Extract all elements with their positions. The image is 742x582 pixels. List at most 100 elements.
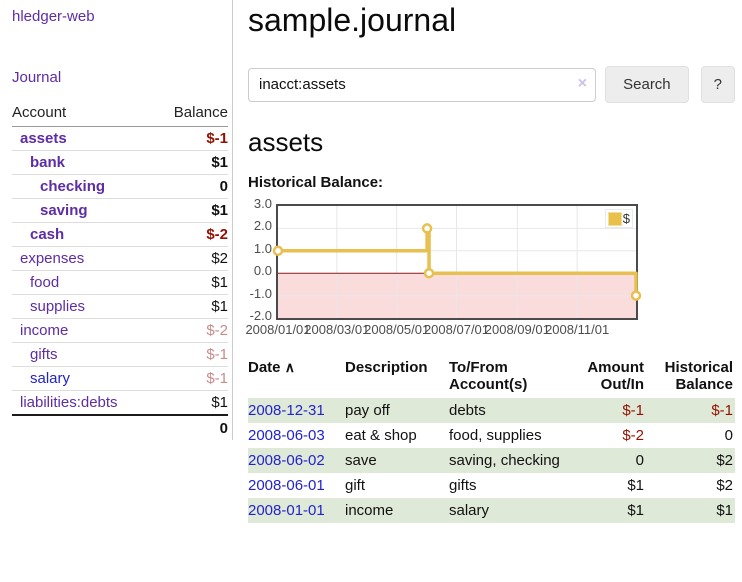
account-balance: $1 [211,154,228,171]
account-link[interactable]: food [30,274,60,291]
main-content: sample.journal × Search ? assets Histori… [245,0,735,523]
clear-search-icon[interactable]: × [577,74,588,92]
account-balance: $1 [211,274,228,291]
account-link[interactable]: gifts [30,346,58,363]
accounts-total-row: 0 [12,415,228,441]
transaction-description: eat & shop [345,427,417,444]
account-name-cell: checking [12,175,155,199]
register-header-date: Date ∧ [248,357,345,398]
account-link[interactable]: income [20,322,69,339]
account-balance: $-1 [206,130,228,147]
account-balance: $-2 [206,226,228,243]
account-balance: $-1 [206,370,228,387]
accounts-total-value: 0 [219,420,228,437]
transaction-description: gift [345,477,366,494]
register-table: Date ∧ Description To/From Account(s) Am… [248,357,735,523]
transaction-balance: 0 [724,427,733,444]
account-link[interactable]: checking [40,178,106,195]
search-input[interactable] [248,67,597,102]
account-row: liabilities:debts $1 [12,390,228,416]
account-link[interactable]: liabilities:debts [20,394,118,411]
transaction-description: pay off [345,402,390,419]
account-name-cell: bank [12,151,155,175]
account-link[interactable]: bank [30,154,66,171]
account-link[interactable]: assets [20,130,67,147]
y-axis-tick-label: 3.0 [253,196,272,211]
account-row: supplies $1 [12,294,228,319]
search-help-button[interactable]: ? [700,66,735,103]
account-heading: assets [248,127,324,157]
y-axis-tick-label: -2.0 [249,308,272,323]
sidebar-item-journal[interactable]: Journal [12,69,62,86]
account-row: bank $1 [12,150,228,175]
transaction-amount: $-2 [622,427,644,444]
transaction-amount: 0 [635,452,644,469]
account-balance: $2 [211,250,228,267]
account-name-cell: saving [12,199,155,223]
account-name-cell: supplies [12,295,155,319]
x-axis-tick-label: 2008/07/01 [423,322,490,337]
x-axis-tick-label: 2008/05/01 [364,322,430,337]
register-header-amount: Amount Out/In [587,359,644,393]
transaction-date-link[interactable]: 2008-06-02 [248,452,325,469]
search-button[interactable]: Search [605,66,689,103]
transaction-amount: $1 [627,477,644,494]
transaction-balance: $-1 [711,402,733,419]
transaction-date-link[interactable]: 2008-06-03 [248,427,325,444]
account-name-cell: expenses [12,247,155,271]
y-axis-tick-label: 1.0 [253,240,272,256]
transaction-accounts: salary [449,502,490,519]
chart-series [272,206,642,318]
account-row: income $-2 [12,318,228,343]
account-link[interactable]: expenses [20,250,85,267]
transaction-date-link[interactable]: 2008-06-01 [248,477,325,494]
y-axis-tick-label: 0.0 [253,263,272,279]
account-balance: $1 [211,298,228,315]
account-row: food $1 [12,270,228,295]
register-header-row: Date ∧ Description To/From Account(s) Am… [248,357,735,398]
account-balance: $-1 [206,346,228,363]
transaction-amount: $-1 [622,402,644,419]
transaction-date-link[interactable]: 2008-12-31 [248,402,325,419]
transaction-row: 2008-01-01 income salary $1 $1 [248,498,735,523]
transaction-row: 2008-06-03 eat & shop food, supplies $-2… [248,423,735,448]
brand-link[interactable]: hledger-web [12,8,95,25]
account-link[interactable]: salary [30,370,71,387]
account-name-cell: food [12,271,155,295]
sidebar: hledger-web Journal Account Balance asse… [0,0,233,440]
account-row: cash $-2 [12,222,228,247]
account-name-cell: income [12,319,155,343]
x-axis-tick-label: 2008/03/01 [304,322,370,337]
account-balance: $-2 [206,322,228,339]
accounts-header-account: Account [12,102,155,127]
transaction-accounts: saving, checking [449,452,560,469]
account-name-cell: assets [12,127,155,151]
account-link[interactable]: cash [30,226,65,243]
register-header-balance: Historical Balance [664,359,733,393]
register-header-description: Description [345,359,428,376]
chart-plot-area: $ [272,204,642,320]
transaction-date-link[interactable]: 2008-01-01 [248,502,325,519]
transaction-accounts: gifts [449,477,477,494]
account-link[interactable]: supplies [30,298,86,315]
account-name-cell: gifts [12,343,155,367]
transaction-date-cell: 2008-06-02 [248,448,345,473]
transaction-date-cell: 2008-01-01 [248,498,345,523]
account-row: salary $-1 [12,366,228,391]
transaction-description: save [345,452,377,469]
historical-balance-chart: $ 3.0 2.0 1.0 0.0 -1.0 -2.0 2008/01/01 2008/03/… [245,196,735,341]
transaction-row: 2008-06-01 gift gifts $1 $2 [248,473,735,498]
account-row: expenses $2 [12,246,228,271]
x-axis-tick-label: 2008/09/01 [484,322,550,337]
transaction-balance: $2 [716,452,733,469]
transaction-date-cell: 2008-12-31 [248,398,345,423]
y-axis-tick-label: 2.0 [253,218,272,234]
account-link[interactable]: saving [40,202,88,219]
brand: hledger-web [12,8,228,25]
accounts-table: Account Balance assets $-1 bank $1 check… [12,102,228,441]
account-balance: 0 [219,178,228,195]
x-axis-tick-label: 2008/11/01 [545,322,610,337]
account-name-cell: liabilities:debts [12,391,155,416]
register-header-date-label: Date [248,359,281,376]
account-row: saving $1 [12,198,228,223]
